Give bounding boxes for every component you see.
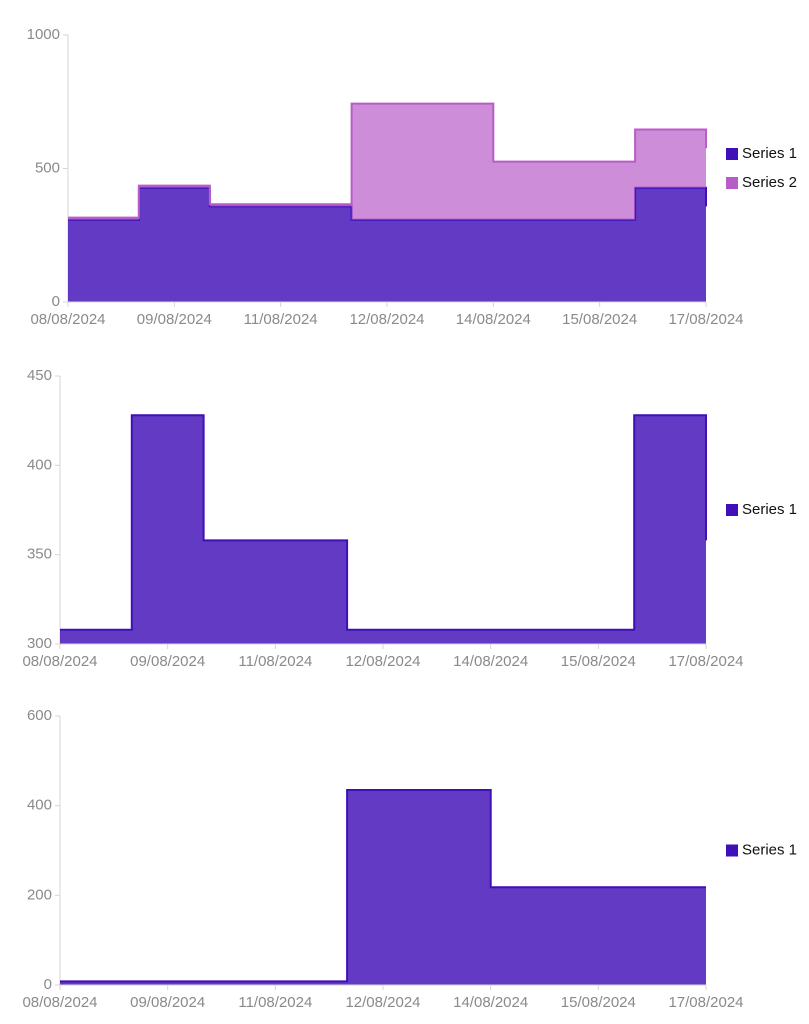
y-tick-label: 1000 xyxy=(27,26,60,43)
x-tick-label: 08/08/2024 xyxy=(22,653,97,670)
x-tick-label: 14/08/2024 xyxy=(453,994,528,1011)
y-tick-label: 200 xyxy=(27,886,52,903)
x-tick-label: 11/08/2024 xyxy=(244,311,318,328)
x-tick-label: 15/08/2024 xyxy=(561,653,636,670)
x-tick-label: 15/08/2024 xyxy=(561,994,636,1011)
x-tick-label: 15/08/2024 xyxy=(562,311,637,328)
x-tick-label: 11/08/2024 xyxy=(238,653,312,670)
area xyxy=(60,790,706,985)
x-tick-label: 12/08/2024 xyxy=(345,653,420,670)
x-tick-label: 12/08/2024 xyxy=(349,311,424,328)
y-tick-label: 350 xyxy=(27,546,52,563)
area xyxy=(68,187,706,302)
x-tick-label: 08/08/2024 xyxy=(30,311,105,328)
legend-label: Series 2 xyxy=(742,174,797,191)
area xyxy=(60,415,706,644)
x-tick-label: 17/08/2024 xyxy=(668,653,743,670)
y-tick-label: 450 xyxy=(27,367,52,384)
legend-swatch xyxy=(726,148,738,160)
area xyxy=(68,103,706,220)
legend-label: Series 1 xyxy=(742,145,797,162)
x-tick-label: 09/08/2024 xyxy=(130,994,205,1011)
x-tick-label: 08/08/2024 xyxy=(22,994,97,1011)
y-tick-label: 400 xyxy=(27,456,52,473)
x-tick-label: 11/08/2024 xyxy=(238,994,312,1011)
y-tick-label: 600 xyxy=(27,707,52,724)
legend-label: Series 1 xyxy=(742,501,797,518)
y-tick-label: 500 xyxy=(35,159,60,176)
legend-swatch xyxy=(726,504,738,516)
y-tick-label: 300 xyxy=(27,635,52,652)
legend-swatch xyxy=(726,177,738,189)
y-tick-label: 0 xyxy=(44,976,52,993)
area-line xyxy=(68,102,707,219)
y-tick-label: 400 xyxy=(27,797,52,814)
x-tick-label: 12/08/2024 xyxy=(345,994,420,1011)
area-line xyxy=(60,789,706,983)
x-tick-label: 09/08/2024 xyxy=(130,653,205,670)
x-tick-label: 14/08/2024 xyxy=(453,653,528,670)
legend-label: Series 1 xyxy=(742,841,797,858)
legend-swatch xyxy=(726,844,738,857)
area-line xyxy=(60,414,707,631)
x-tick-label: 17/08/2024 xyxy=(668,994,743,1011)
x-tick-label: 17/08/2024 xyxy=(668,311,743,328)
x-tick-label: 14/08/2024 xyxy=(456,311,531,328)
y-tick-label: 0 xyxy=(52,293,60,310)
x-tick-label: 09/08/2024 xyxy=(137,311,212,328)
